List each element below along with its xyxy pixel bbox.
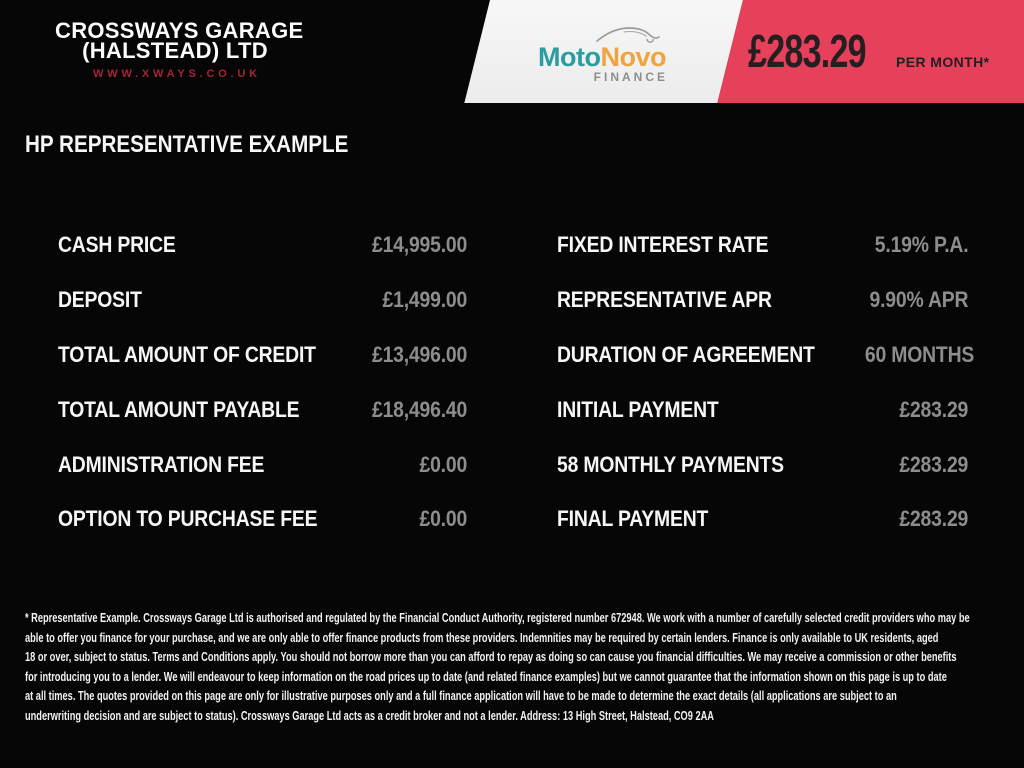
finance-row-fixed-interest-rate: FIXED INTEREST RATE 5.19% P.A.	[557, 218, 968, 273]
finance-label: CASH PRICE	[58, 232, 176, 258]
dealer-name-line2: (HALSTEAD) LTD	[82, 38, 268, 63]
legal-disclaimer-text: * Representative Example. Crossways Gara…	[25, 611, 970, 723]
finance-label: FINAL PAYMENT	[557, 506, 709, 532]
finance-value: £13,496.00	[371, 341, 467, 367]
finance-row-monthly-payments: 58 MONTHLY PAYMENTS £283.29	[557, 437, 968, 492]
motonovo-word-novo: Novo	[600, 42, 666, 72]
finance-row-representative-apr: REPRESENTATIVE APR 9.90% APR	[557, 273, 968, 328]
motonovo-wordmark: MotoNovo	[538, 42, 666, 73]
finance-value: £283.29	[899, 451, 968, 477]
finance-value: £283.29	[899, 396, 968, 422]
finance-label: REPRESENTATIVE APR	[557, 287, 772, 313]
finance-label: OPTION TO PURCHASE FEE	[58, 506, 318, 532]
finance-label: DEPOSIT	[58, 287, 142, 313]
finance-value: £1,499.00	[382, 287, 467, 313]
motonovo-finance-logo: MotoNovo FINANCE	[538, 26, 670, 84]
page-title: HP REPRESENTATIVE EXAMPLE	[25, 131, 349, 158]
finance-label: FIXED INTEREST RATE	[557, 232, 769, 258]
finance-label: TOTAL AMOUNT PAYABLE	[58, 396, 300, 422]
finance-value: £0.00	[419, 451, 467, 477]
finance-row-duration: DURATION OF AGREEMENT 60 MONTHS	[557, 328, 974, 383]
finance-label: 58 MONTHLY PAYMENTS	[557, 451, 784, 477]
finance-table-left-column: CASH PRICE £14,995.00 DEPOSIT £1,499.00 …	[58, 218, 467, 547]
finance-label: TOTAL AMOUNT OF CREDIT	[58, 341, 316, 367]
finance-value: £18,496.40	[371, 396, 467, 422]
finance-row-option-to-purchase-fee: OPTION TO PURCHASE FEE £0.00	[58, 492, 467, 547]
motonovo-word-moto: Moto	[538, 42, 601, 72]
finance-value: 5.19% P.A.	[874, 232, 968, 258]
finance-row-deposit: DEPOSIT £1,499.00	[58, 273, 467, 328]
finance-value: 60 MONTHS	[864, 341, 974, 367]
finance-value: £283.29	[899, 506, 968, 532]
finance-row-cash-price: CASH PRICE £14,995.00	[58, 218, 467, 273]
dealer-website-url: WWW.XWAYS.CO.UK	[93, 68, 261, 80]
motonovo-finance-label: FINANCE	[593, 70, 668, 84]
finance-table-right-column: FIXED INTEREST RATE 5.19% P.A. REPRESENT…	[557, 218, 974, 547]
monthly-price-suffix: PER MONTH*	[896, 54, 990, 70]
finance-value: £14,995.00	[371, 232, 467, 258]
finance-row-initial-payment: INITIAL PAYMENT £283.29	[557, 382, 968, 437]
header-banner: CROSSWAYS GARAGE (HALSTEAD) LTD WWW.XWAY…	[0, 0, 1024, 103]
dealer-name-line1: CROSSWAYS GARAGE	[55, 18, 304, 43]
finance-value: 9.90% APR	[869, 287, 968, 313]
finance-row-admin-fee: ADMINISTRATION FEE £0.00	[58, 437, 467, 492]
finance-label: ADMINISTRATION FEE	[58, 451, 265, 477]
finance-row-total-credit: TOTAL AMOUNT OF CREDIT £13,496.00	[58, 328, 467, 383]
finance-label: INITIAL PAYMENT	[557, 396, 719, 422]
dealer-logo: CROSSWAYS GARAGE (HALSTEAD) LTD WWW.XWAY…	[55, 18, 304, 81]
finance-row-total-payable: TOTAL AMOUNT PAYABLE £18,496.40	[58, 382, 467, 437]
finance-value: £0.00	[419, 506, 467, 532]
finance-row-final-payment: FINAL PAYMENT £283.29	[557, 492, 968, 547]
car-sketch-icon	[596, 26, 660, 51]
monthly-price-amount: £283.29	[748, 25, 867, 77]
finance-label: DURATION OF AGREEMENT	[557, 341, 815, 367]
